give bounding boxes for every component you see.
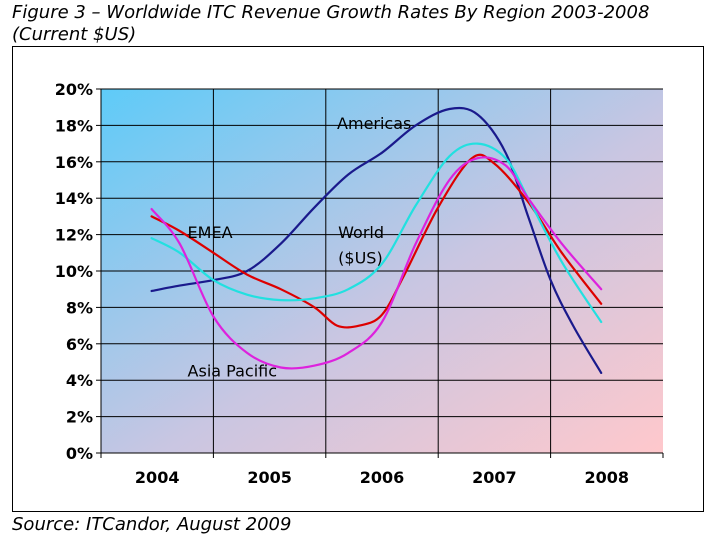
y-tick-label: 10%	[55, 262, 93, 281]
y-tick-label: 0%	[66, 444, 93, 463]
y-tick-label: 14%	[55, 189, 93, 208]
figure-title-line1: Figure 3 – Worldwide ITC Revenue Growth …	[12, 2, 650, 23]
annotation-world: World	[338, 223, 384, 242]
series-line-americas	[150, 106, 603, 374]
annotation-americas: Americas	[337, 114, 411, 133]
y-tick-label: 4%	[66, 371, 93, 390]
annotation-emea: EMEA	[188, 223, 233, 242]
annotations: Americas EMEA World ($US) Asia Pacific	[188, 114, 412, 381]
x-tick-label: 2004	[135, 468, 180, 487]
source-note: Source: ITCandor, August 2009	[12, 514, 292, 535]
y-tick-label: 18%	[55, 116, 93, 135]
series-line-emea	[150, 153, 603, 329]
line-chart: 0% 2% 4% 6% 8% 10% 12% 14% 16% 18% 20% 2004 2005 2006…	[55, 80, 664, 487]
axes: 0% 2% 4% 6% 8% 10% 12% 14% 16% 18% 20% 2004 2005 2006…	[55, 80, 664, 487]
annotation-asia-pacific: Asia Pacific	[188, 362, 277, 381]
y-tick-label: 12%	[55, 226, 93, 245]
y-tick-label: 2%	[66, 408, 93, 427]
x-tick-label: 2005	[247, 468, 292, 487]
series-lines	[150, 106, 603, 374]
figure-title-line2: (Current $US)	[12, 24, 137, 45]
y-tick-label: 16%	[55, 153, 93, 172]
x-tick-label: 2006	[360, 468, 405, 487]
annotation-us: ($US)	[338, 249, 383, 268]
series-line-asia-pacific	[150, 156, 603, 370]
y-tick-label: 6%	[66, 335, 93, 354]
y-tick-label: 20%	[55, 80, 93, 99]
y-tick-label: 8%	[66, 298, 93, 317]
chart-frame: 0% 2% 4% 6% 8% 10% 12% 14% 16% 18% 20% 2004 2005 2006…	[12, 46, 704, 512]
x-tick-label: 2008	[585, 468, 630, 487]
grid-lines	[101, 88, 663, 453]
figure-title: Figure 3 – Worldwide ITC Revenue Growth …	[12, 2, 712, 46]
x-tick-label: 2007	[472, 468, 517, 487]
